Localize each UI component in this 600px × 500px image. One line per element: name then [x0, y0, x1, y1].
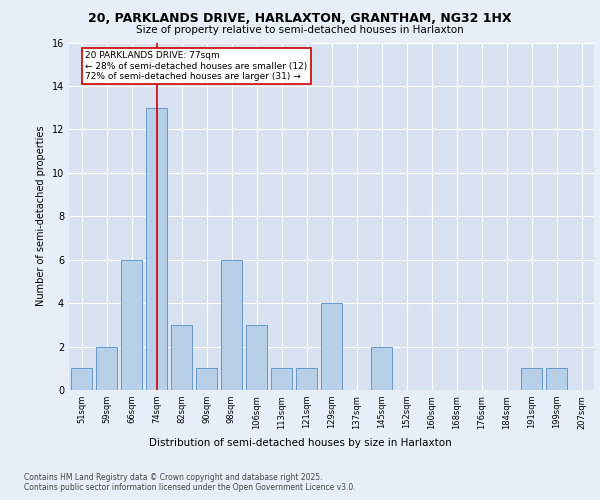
Bar: [296, 368, 317, 390]
Bar: [71, 368, 92, 390]
Text: 20, PARKLANDS DRIVE, HARLAXTON, GRANTHAM, NG32 1HX: 20, PARKLANDS DRIVE, HARLAXTON, GRANTHAM…: [88, 12, 512, 26]
Y-axis label: Number of semi-detached properties: Number of semi-detached properties: [36, 126, 46, 306]
Bar: [96, 346, 117, 390]
Text: 20 PARKLANDS DRIVE: 77sqm
← 28% of semi-detached houses are smaller (12)
72% of : 20 PARKLANDS DRIVE: 77sqm ← 28% of semi-…: [85, 51, 308, 81]
Text: Size of property relative to semi-detached houses in Harlaxton: Size of property relative to semi-detach…: [136, 25, 464, 35]
Bar: [121, 260, 142, 390]
Bar: [221, 260, 242, 390]
Bar: [521, 368, 542, 390]
Bar: [321, 303, 342, 390]
Bar: [546, 368, 567, 390]
Bar: [246, 325, 267, 390]
Bar: [371, 346, 392, 390]
Bar: [271, 368, 292, 390]
Bar: [146, 108, 167, 390]
Text: Contains HM Land Registry data © Crown copyright and database right 2025.
Contai: Contains HM Land Registry data © Crown c…: [24, 472, 356, 492]
Bar: [171, 325, 192, 390]
Text: Distribution of semi-detached houses by size in Harlaxton: Distribution of semi-detached houses by …: [149, 438, 451, 448]
Bar: [196, 368, 217, 390]
